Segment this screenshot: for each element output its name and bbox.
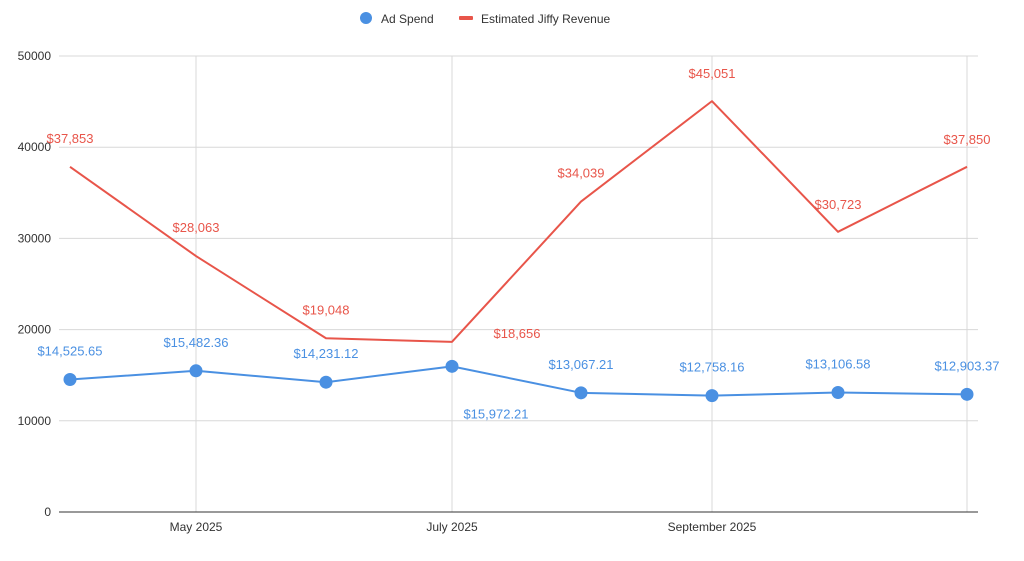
ad-spend-data-label: $13,106.58 [805,356,870,371]
x-tick-label: May 2025 [170,520,223,534]
y-tick-label: 50000 [18,49,52,63]
y-tick-label: 20000 [18,323,52,337]
ad-spend-data-label: $15,482.36 [163,335,228,350]
ad-spend-data-label: $12,758.16 [679,360,744,375]
revenue-data-label: $37,850 [944,132,991,147]
ad-spend-point [445,359,459,373]
ad-spend-point [960,387,974,401]
x-tick-label: September 2025 [668,520,757,534]
legend-label-revenue: Estimated Jiffy Revenue [481,12,611,26]
y-tick-label: 30000 [18,231,52,245]
ad-spend-point [831,385,845,399]
series-ad-spend: $14,525.65 $15,482.36 $14,231.12 $15,972.21… [37,335,999,422]
ad-spend-line [69,365,968,397]
ad-spend-data-label: $14,231.12 [293,346,358,361]
ad-spend-data-label: $13,067.21 [548,357,613,372]
revenue-data-label: $30,723 [815,197,862,212]
legend-marker-ad-spend [360,12,372,24]
revenue-data-label: $45,051 [689,66,736,81]
ad-spend-data-label: $14,525.65 [37,344,102,359]
ad-spend-point [189,364,203,378]
revenue-data-label: $37,853 [47,131,94,146]
series-estimated-jiffy-revenue: $37,853 $28,063 $19,048 $18,656 $34,039 $45,0… [47,66,991,343]
revenue-data-label: $19,048 [303,302,350,317]
legend: Ad Spend Estimated Jiffy Revenue [360,12,611,26]
revenue-data-label: $18,656 [494,326,541,341]
y-tick-label: 40000 [18,140,52,154]
y-tick-label: 10000 [18,414,52,428]
revenue-data-label: $28,063 [173,220,220,235]
ad-spend-point [63,373,77,387]
revenue-data-label: $34,039 [558,166,605,181]
ad-spend-point [705,389,719,403]
revenue-line [69,100,968,343]
ad-spend-point [319,375,333,389]
ad-spend-point [574,386,588,400]
ad-spend-data-label: $15,972.21 [463,406,528,421]
legend-label-ad-spend: Ad Spend [381,12,434,26]
gridlines: 0 10000 20000 30000 40000 50000 [18,49,978,519]
legend-marker-revenue [459,16,473,20]
y-tick-label: 0 [44,505,51,519]
x-tick-label: July 2025 [426,520,478,534]
ad-spend-data-label: $12,903.37 [934,358,999,373]
